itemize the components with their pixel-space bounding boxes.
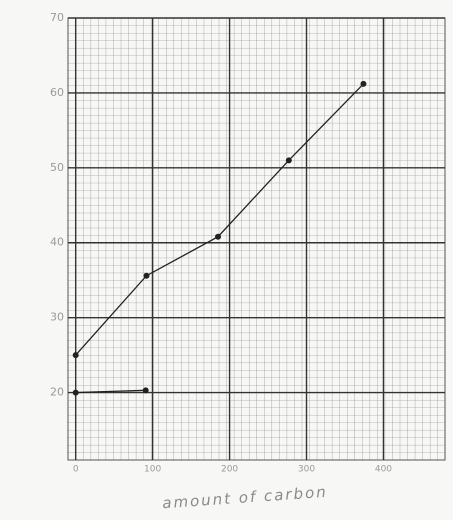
x-tick-label: 100 — [144, 465, 161, 475]
y-tick-label: 60 — [50, 86, 64, 99]
data-point — [142, 387, 149, 394]
y-tick-label: 50 — [50, 161, 64, 174]
y-tick-label: 40 — [50, 236, 64, 249]
data-point — [360, 80, 367, 87]
x-tick-label: 400 — [375, 465, 392, 475]
data-point — [72, 389, 79, 396]
data-point — [215, 233, 222, 240]
graph-paper — [67, 17, 446, 461]
y-tick-label: 70 — [50, 11, 64, 24]
data-point — [72, 352, 79, 359]
x-tick-label: 200 — [221, 465, 238, 475]
series-line — [75, 389, 146, 394]
data-point — [285, 157, 292, 164]
x-tick-label: 0 — [73, 465, 79, 475]
y-tick-label: 30 — [50, 311, 64, 324]
x-tick-label: 300 — [298, 465, 315, 475]
data-point — [143, 272, 150, 279]
y-tick-label: 20 — [50, 386, 64, 399]
